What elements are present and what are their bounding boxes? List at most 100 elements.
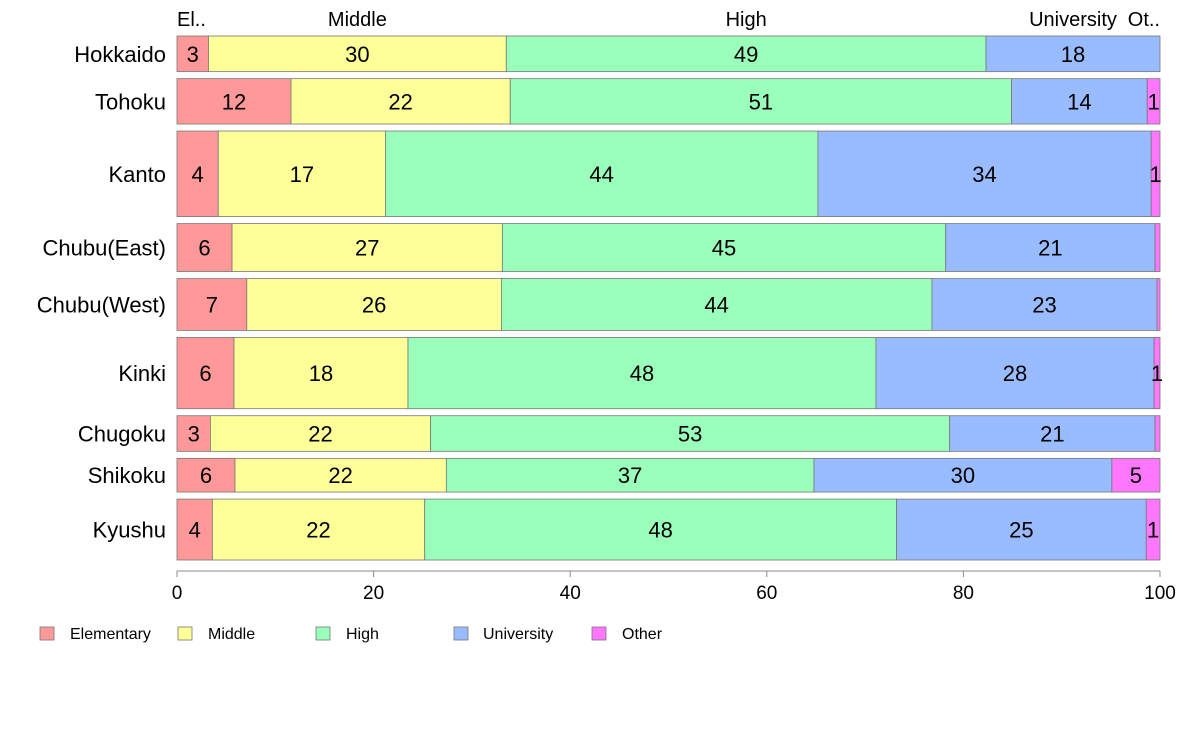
segment-value-label: 6 xyxy=(200,463,212,488)
legend-swatch xyxy=(177,626,193,641)
top-column-label: Middle xyxy=(328,9,387,31)
category-label: Chubu(East) xyxy=(42,236,166,261)
bar-segment xyxy=(1011,78,1148,125)
segment-value-label: 44 xyxy=(704,292,728,317)
x-tick-label: 60 xyxy=(756,583,777,604)
segment-value-label: 30 xyxy=(951,463,975,488)
bar-segment xyxy=(501,223,947,272)
segment-value-label: 48 xyxy=(648,518,672,543)
bar-segment xyxy=(509,78,1012,125)
bar-segment xyxy=(176,457,236,493)
segment-value-label: 22 xyxy=(388,89,412,114)
segment-value-label: 34 xyxy=(972,162,996,187)
segment-value-label: 49 xyxy=(734,42,758,67)
segment-value-label: 44 xyxy=(589,162,613,187)
legend-label: Other xyxy=(622,626,663,643)
category-label: Chugoku xyxy=(78,422,166,447)
segment-value-label: 26 xyxy=(362,292,386,317)
bar-segment xyxy=(208,35,507,73)
bar-segment xyxy=(234,457,447,493)
category-label: Kyushu xyxy=(93,518,166,543)
x-tick-label: 40 xyxy=(560,583,581,604)
bar-segment xyxy=(445,457,815,493)
category-label: Kinki xyxy=(118,361,166,386)
segment-value-label: 3 xyxy=(187,42,199,67)
legend-label: University xyxy=(483,626,553,643)
top-column-label: El.. xyxy=(177,9,206,31)
x-tick-label: 80 xyxy=(953,583,974,604)
segment-value-label: 18 xyxy=(1061,42,1085,67)
bar-segment xyxy=(1154,223,1161,272)
segment-value-label: 12 xyxy=(222,89,246,114)
legend-swatch xyxy=(591,626,607,641)
bar-segment xyxy=(176,130,219,217)
segment-value-label: 4 xyxy=(189,518,201,543)
bar-segment xyxy=(1145,498,1161,561)
category-label: Tohoku xyxy=(95,89,166,114)
bar-segment xyxy=(176,415,211,452)
bar-segment xyxy=(813,457,1113,493)
segment-value-label: 1 xyxy=(1147,89,1159,114)
segment-value-label: 45 xyxy=(712,236,736,261)
x-tick-label: 100 xyxy=(1144,583,1176,604)
segment-value-label: 37 xyxy=(618,463,642,488)
legend-label: High xyxy=(346,626,379,643)
bar-segment xyxy=(1146,78,1161,125)
bar-segment xyxy=(176,498,213,561)
segment-value-label: 17 xyxy=(290,162,314,187)
top-column-label: High xyxy=(726,9,767,31)
segment-value-label: 21 xyxy=(1040,422,1064,447)
segment-value-label: 21 xyxy=(1038,236,1062,261)
segment-value-label: 23 xyxy=(1032,292,1056,317)
segment-value-label: 5 xyxy=(1130,463,1142,488)
segment-value-label: 1 xyxy=(1147,518,1159,543)
segment-value-label: 27 xyxy=(355,236,379,261)
legend-swatch xyxy=(39,626,55,641)
legend-label: Elementary xyxy=(70,626,151,643)
category-label: Chubu(West) xyxy=(37,292,166,317)
segment-value-label: 22 xyxy=(306,518,330,543)
category-label: Hokkaido xyxy=(74,42,166,67)
bar-segment xyxy=(875,337,1155,410)
bar-segment xyxy=(817,130,1152,217)
bar-segment xyxy=(407,337,877,410)
segment-value-label: 48 xyxy=(630,361,654,386)
segment-value-label: 30 xyxy=(345,42,369,67)
bar-segment xyxy=(231,223,503,272)
bar-segment xyxy=(176,35,209,73)
segment-value-label: 25 xyxy=(1009,518,1033,543)
bar-segment xyxy=(1156,278,1161,331)
legend-swatch xyxy=(315,626,331,641)
bar-segment xyxy=(1150,130,1161,217)
bar-segment xyxy=(176,78,292,125)
segment-value-label: 28 xyxy=(1003,361,1027,386)
segment-value-label: 1 xyxy=(1149,162,1161,187)
bar-segment xyxy=(210,415,432,452)
bar-segment xyxy=(985,35,1161,73)
category-label: Shikoku xyxy=(88,463,166,488)
segment-value-label: 14 xyxy=(1067,89,1091,114)
bar-segment xyxy=(1153,337,1161,410)
bar-segment xyxy=(505,35,987,73)
bar-segment xyxy=(896,498,1147,561)
legend-swatch xyxy=(453,626,469,641)
category-label: Kanto xyxy=(109,162,167,187)
segment-value-label: 7 xyxy=(206,292,218,317)
x-tick-label: 20 xyxy=(363,583,384,604)
segment-value-label: 53 xyxy=(678,422,702,447)
bar-segment xyxy=(233,337,409,410)
segment-value-label: 18 xyxy=(309,361,333,386)
bar-segment xyxy=(290,78,511,125)
bar-segment xyxy=(1111,457,1161,493)
bar-segment xyxy=(217,130,386,217)
bar-segment xyxy=(211,498,426,561)
x-tick-label: 0 xyxy=(172,583,183,604)
bar-segment xyxy=(1154,415,1161,452)
segment-value-label: 22 xyxy=(328,463,352,488)
segment-value-label: 51 xyxy=(749,89,773,114)
bar-segment xyxy=(931,278,1158,331)
segment-value-label: 3 xyxy=(188,422,200,447)
segment-value-label: 22 xyxy=(308,422,332,447)
top-column-label: University xyxy=(1029,9,1117,31)
